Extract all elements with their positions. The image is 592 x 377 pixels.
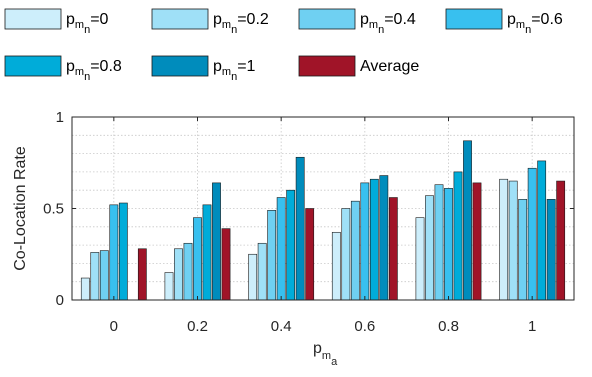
x-axis-label: pma <box>313 340 338 368</box>
legend-item-3: pmn=0.6 <box>445 8 563 36</box>
bar-series-2-cat-2 <box>267 210 277 301</box>
legend-item-1: pmn=0.2 <box>151 8 269 36</box>
legend-label: pmn=0 <box>66 11 109 36</box>
legend-item-4: pmn=0.8 <box>4 55 122 83</box>
x-tick-label: 0.8 <box>438 318 459 335</box>
bar-series-2-cat-1 <box>183 242 193 301</box>
legend-item-2: pmn=0.4 <box>298 8 416 36</box>
legend: pmn=0 pmn=0.2 pmn=0.4 pmn=0.6 pmn=0.8 pmn=1 Av… <box>4 8 563 83</box>
legend-label: pmn=0.8 <box>66 58 122 83</box>
bar-series-6-cat-3 <box>388 197 398 301</box>
bar-series-1-cat-2 <box>257 242 267 301</box>
bar-series-2-cat-4 <box>434 184 444 301</box>
y-tick-label: 0.5 <box>43 201 64 218</box>
bar-series-4-cat-5 <box>537 160 547 301</box>
grid <box>72 117 574 300</box>
axes: 0 0.2 0.4 0.6 0.8 1 0 0.5 1 Co-Location Rate pma <box>12 109 575 368</box>
bar-series-0-cat-1 <box>164 272 174 301</box>
legend-swatch <box>151 8 209 30</box>
bar-series-2-cat-5 <box>518 199 528 301</box>
bar-series-5-cat-1 <box>212 182 221 301</box>
x-tick-label: 0 <box>110 318 118 335</box>
bar-series-3-cat-3 <box>360 182 370 301</box>
bar-series-6-cat-5 <box>556 180 566 301</box>
bar-series-3-cat-5 <box>527 167 537 301</box>
bar-series-0-cat-2 <box>248 253 258 301</box>
bar-series-3-cat-2 <box>276 197 286 301</box>
bar-series-0-cat-0 <box>80 277 90 301</box>
bar-series-1-cat-3 <box>341 208 351 301</box>
legend-swatch <box>445 8 503 30</box>
legend-label: pmn=0.4 <box>360 11 416 36</box>
bar-series-6-cat-4 <box>472 182 482 301</box>
bar-series-3-cat-0 <box>109 204 119 301</box>
legend-label: Average <box>360 58 419 75</box>
bar-series-2-cat-3 <box>350 200 360 301</box>
bar-series-4-cat-4 <box>453 171 463 301</box>
bar-series-2-cat-0 <box>99 250 109 301</box>
x-tick-label: 0.6 <box>354 318 375 335</box>
y-tick-label: 0 <box>56 292 64 309</box>
bar-series-6-cat-1 <box>221 228 231 301</box>
x-tick-label: 1 <box>528 318 536 335</box>
y-tick-label: 1 <box>56 109 64 126</box>
axes-box <box>71 116 575 301</box>
bar-series-1-cat-4 <box>425 195 434 301</box>
bar-series-1-cat-0 <box>90 252 100 301</box>
legend-item-6: Average <box>298 55 419 77</box>
plot-area <box>72 117 574 301</box>
bar-series-4-cat-0 <box>118 202 128 301</box>
legend-swatch <box>151 55 209 77</box>
legend-swatch <box>4 8 62 30</box>
y-axis-label: Co-Location Rate <box>12 146 29 271</box>
legend-label: pmn=0.2 <box>213 11 269 36</box>
legend-item-0: pmn=0 <box>4 8 109 36</box>
legend-item-5: pmn=1 <box>151 55 256 83</box>
bar-series-1-cat-5 <box>508 180 518 301</box>
legend-label: pmn=0.6 <box>507 11 563 36</box>
bar-series-4-cat-1 <box>202 204 212 301</box>
legend-swatch <box>298 55 356 77</box>
bar-series-4-cat-2 <box>286 189 296 301</box>
legend-label: pmn=1 <box>213 58 256 83</box>
x-tick-label: 0.4 <box>271 318 292 335</box>
bar-series-5-cat-4 <box>463 140 472 301</box>
bar-series-5-cat-5 <box>546 199 556 301</box>
bar-series-3-cat-1 <box>193 217 202 301</box>
bars <box>80 140 566 301</box>
x-tick-label: 0.2 <box>187 318 208 335</box>
bar-series-5-cat-2 <box>295 156 305 301</box>
bar-series-5-cat-3 <box>379 175 389 301</box>
bar-series-6-cat-0 <box>137 248 147 301</box>
bar-series-0-cat-5 <box>499 178 509 301</box>
bar-series-3-cat-4 <box>444 188 453 301</box>
bar-series-1-cat-1 <box>174 248 183 301</box>
bar-series-0-cat-3 <box>331 231 341 301</box>
bar-series-4-cat-3 <box>369 178 379 301</box>
legend-swatch <box>4 55 62 77</box>
legend-swatch <box>298 8 356 30</box>
bar-series-6-cat-2 <box>305 208 315 301</box>
bar-series-0-cat-4 <box>415 217 425 301</box>
